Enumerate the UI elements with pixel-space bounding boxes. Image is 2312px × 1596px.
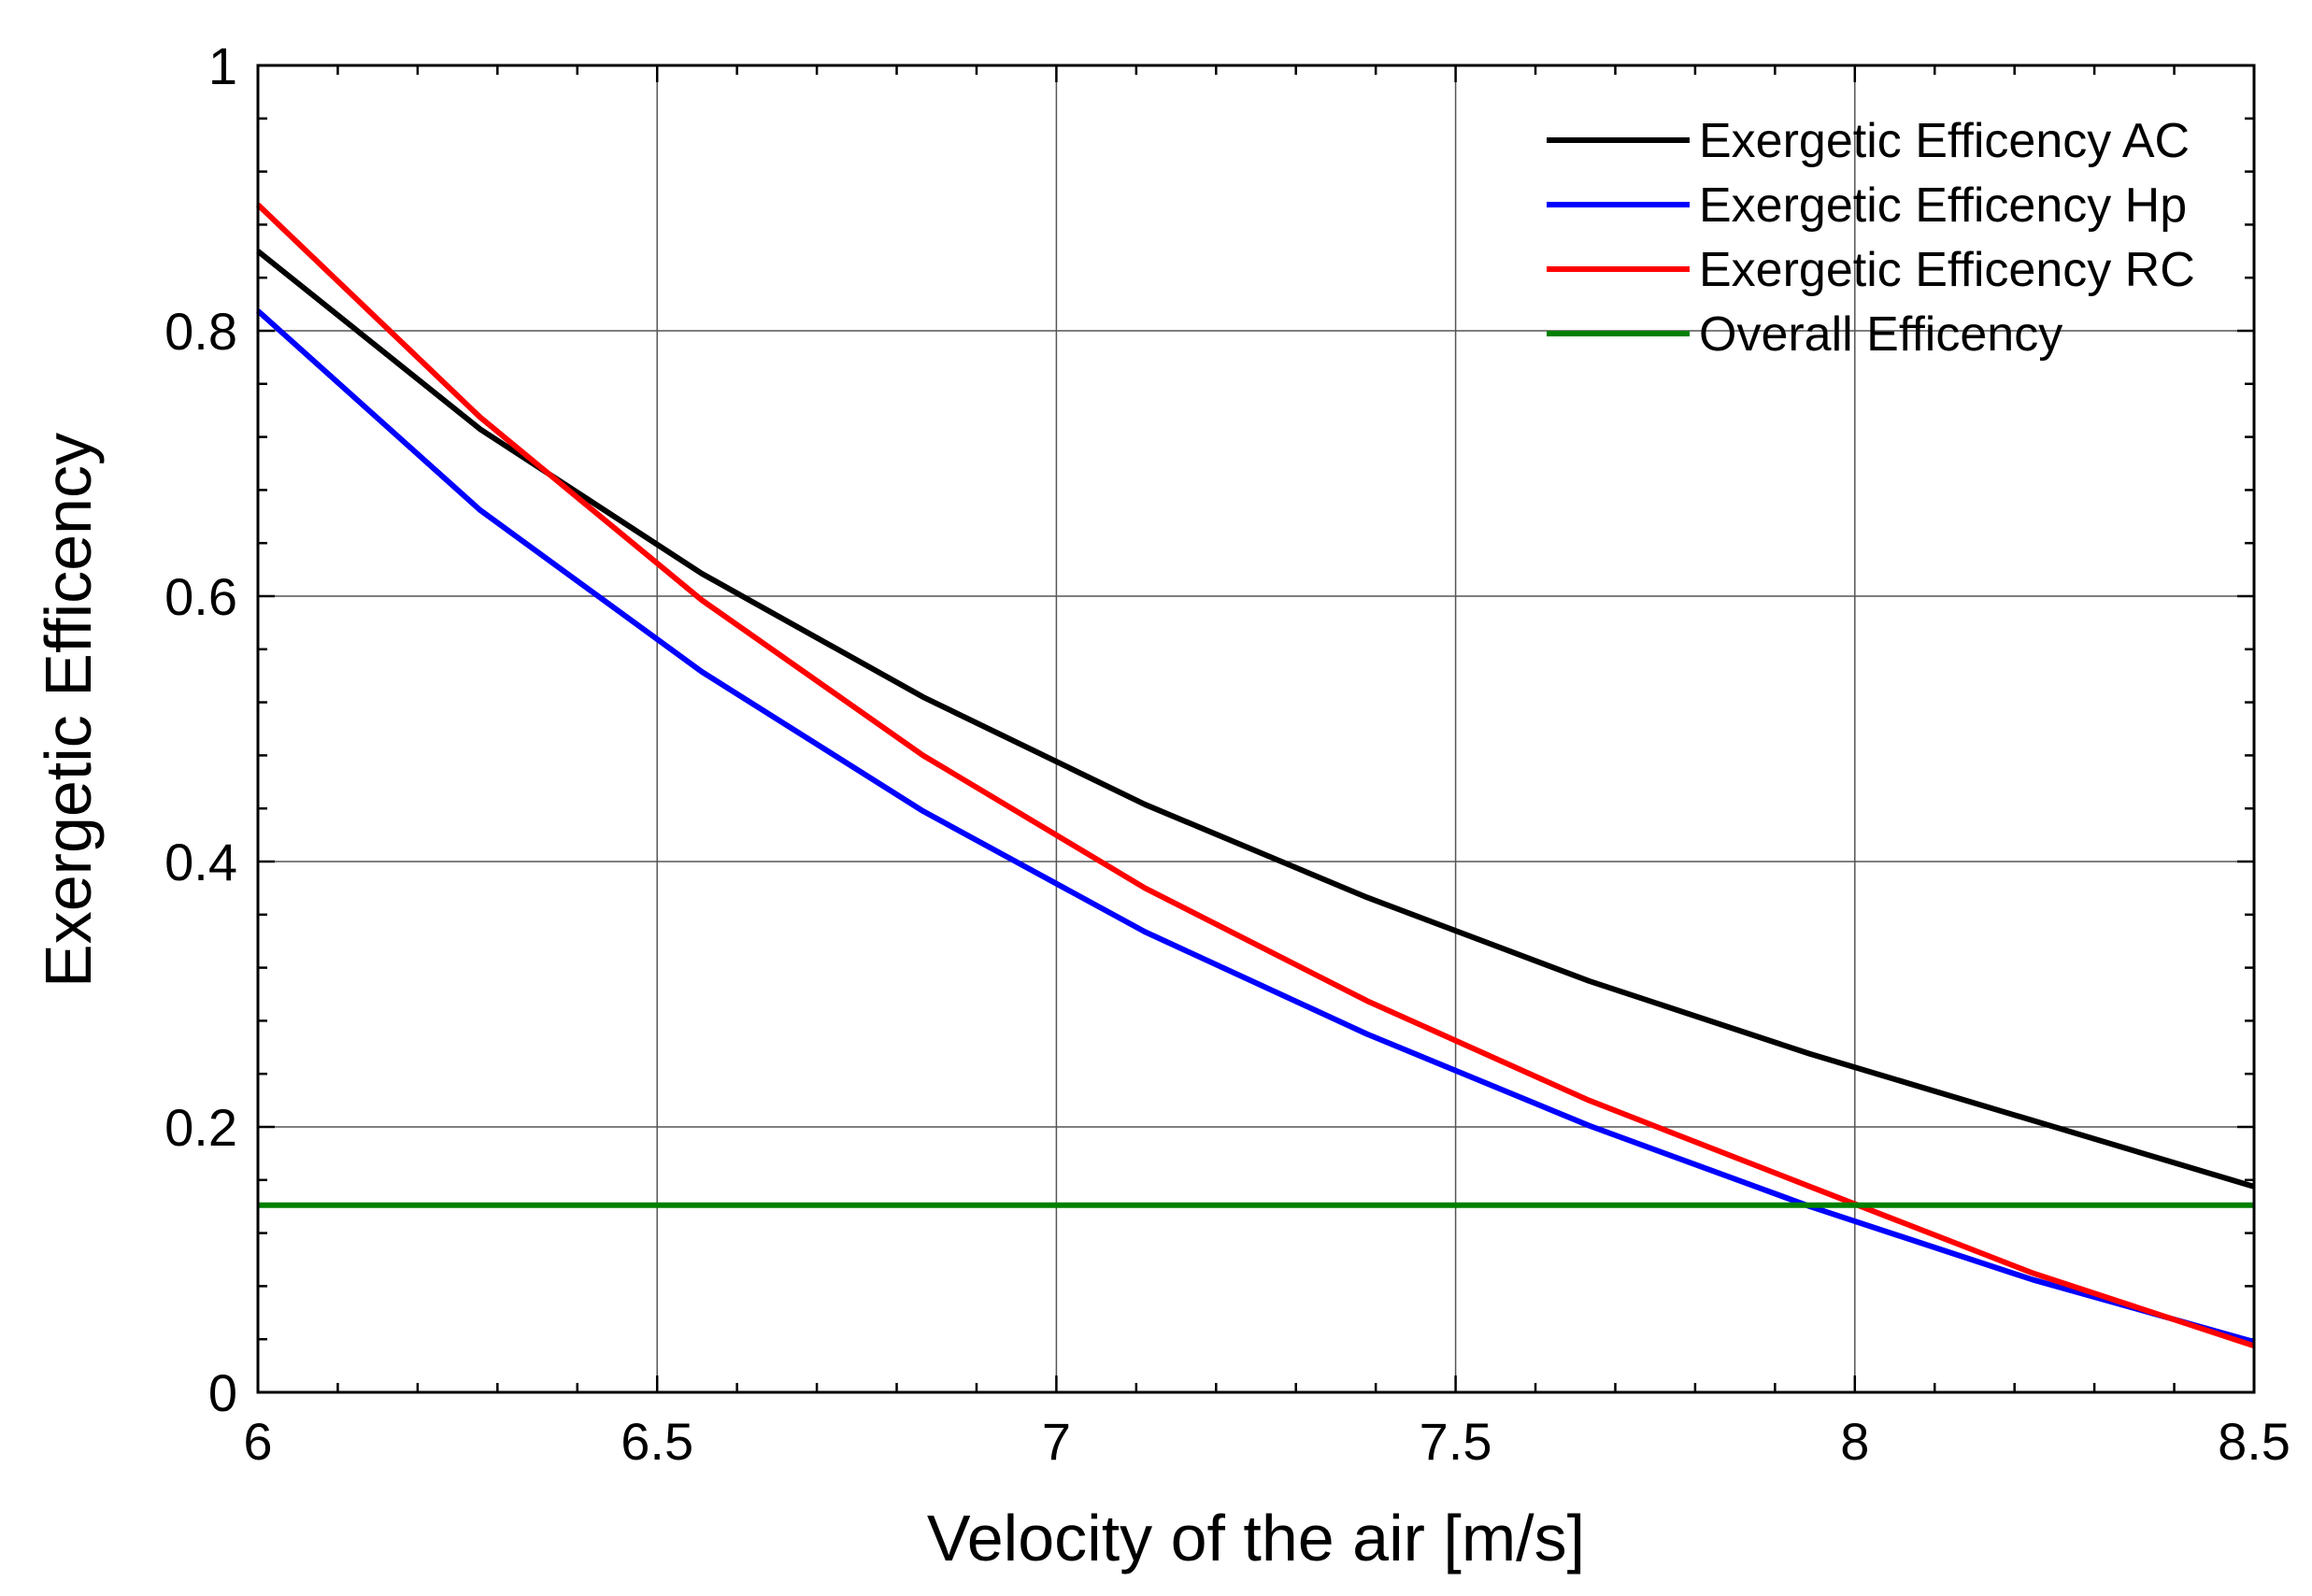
legend-label: Exergetic Efficency AC <box>1699 114 2190 168</box>
y-tick-label: 0 <box>208 1363 237 1422</box>
series-line-exergetic-efficency-rc <box>255 202 2255 1349</box>
grid-lines <box>258 65 2254 1392</box>
legend-label: Overall Efficency <box>1699 307 2062 362</box>
legend: Exergetic Efficency AC Exergetic Efficenc… <box>1547 114 2195 362</box>
tick-labels: 6 6.5 7 7.5 8 8.5 0 0.2 0.4 0.6 0.8 1 <box>164 36 2291 1471</box>
series-line-exergetic-efficency-ac <box>256 249 2255 1190</box>
x-tick-label: 6 <box>243 1412 272 1471</box>
y-tick-label: 0.4 <box>164 833 237 891</box>
y-tick-label: 0.8 <box>164 302 237 361</box>
x-axis-title: Velocity of the air [m/s] <box>927 1502 1585 1575</box>
legend-label: Exergetic Efficency RC <box>1699 243 2195 297</box>
series-line-exergetic-efficency-hp <box>255 308 2255 1345</box>
y-tick-label: 0.6 <box>164 567 237 626</box>
series-lines <box>255 202 2255 1349</box>
x-tick-label: 8 <box>1840 1412 1869 1471</box>
legend-label: Exergetic Efficency Hp <box>1699 178 2187 233</box>
x-tick-label: 7.5 <box>1420 1412 1492 1471</box>
x-tick-label: 8.5 <box>2218 1412 2291 1471</box>
x-tick-label: 6.5 <box>621 1412 693 1471</box>
y-axis-title: Exergetic Efficency <box>32 433 105 988</box>
y-tick-label: 1 <box>208 36 237 95</box>
y-tick-label: 0.2 <box>164 1098 237 1157</box>
plot-frame <box>256 64 2256 1394</box>
x-tick-label: 7 <box>1042 1412 1071 1471</box>
